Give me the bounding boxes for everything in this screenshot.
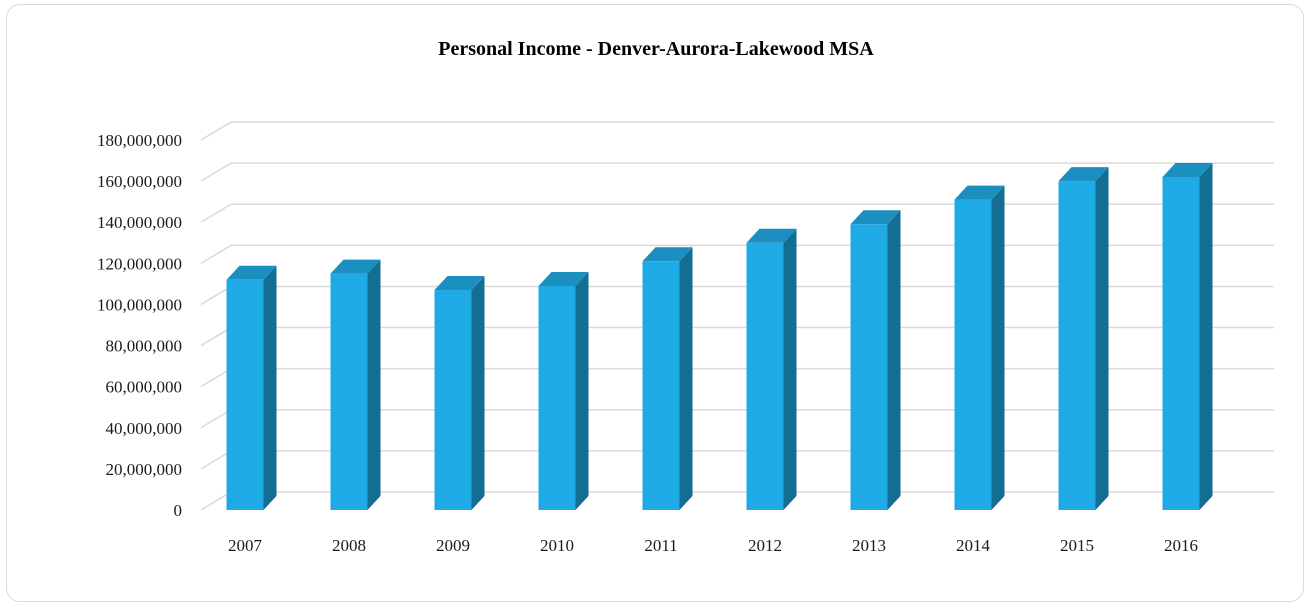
bar-top [226, 265, 277, 280]
bar-front [330, 273, 368, 510]
bar [434, 276, 485, 510]
chart-title: Personal Income - Denver-Aurora-Lakewood… [438, 38, 874, 60]
bar [850, 210, 901, 510]
bar-side [1095, 167, 1109, 510]
bar-top [538, 271, 589, 286]
gridline [200, 162, 1274, 182]
bar-front [434, 290, 472, 510]
y-tick-label: 120,000,000 [97, 254, 182, 273]
bar-top [642, 247, 693, 262]
y-tick-label: 100,000,000 [97, 295, 182, 314]
bar [746, 228, 797, 510]
bar-front [538, 285, 576, 510]
y-tick-label: 0 [174, 501, 183, 520]
bar-front [746, 242, 784, 510]
bar-front [1058, 181, 1096, 510]
x-tick-label: 2015 [1060, 536, 1094, 555]
y-tick-label: 80,000,000 [106, 337, 183, 356]
y-tick-label: 140,000,000 [97, 213, 182, 232]
x-tick-label: 2008 [332, 536, 366, 555]
bar-front [1162, 177, 1200, 510]
bar-side [1199, 163, 1213, 510]
x-tick-label: 2012 [748, 536, 782, 555]
bar-front [850, 224, 888, 510]
bar-front [642, 261, 680, 510]
x-tick-label: 2011 [644, 536, 677, 555]
x-tick-label: 2016 [1164, 536, 1198, 555]
bar-side [783, 228, 797, 510]
bar-top [746, 228, 797, 243]
bar-side [263, 265, 277, 510]
bar [538, 271, 589, 510]
bar-top [1058, 167, 1109, 182]
bar [642, 247, 693, 510]
bar-top [434, 276, 485, 291]
gridline [200, 203, 1274, 223]
y-tick-label: 60,000,000 [106, 378, 183, 397]
bar-front [954, 199, 992, 510]
gridline [200, 121, 1274, 141]
x-tick-label: 2014 [956, 536, 991, 555]
bar-top [330, 259, 381, 274]
bar-top [954, 185, 1005, 200]
bar-top [850, 210, 901, 225]
bar-side [575, 271, 589, 510]
bar [226, 265, 277, 510]
gridline [200, 244, 1274, 264]
x-tick-label: 2009 [436, 536, 470, 555]
bar-side [887, 210, 901, 510]
y-tick-label: 180,000,000 [97, 131, 182, 150]
bar-front [226, 279, 264, 510]
bar [1058, 167, 1109, 510]
y-tick-label: 20,000,000 [106, 460, 183, 479]
x-tick-label: 2007 [228, 536, 263, 555]
y-tick-label: 160,000,000 [97, 172, 182, 191]
bar [954, 185, 1005, 510]
bar-top [1162, 163, 1213, 177]
bar [330, 259, 381, 510]
y-tick-label: 40,000,000 [106, 419, 183, 438]
bar-side [991, 185, 1005, 510]
bar [1162, 163, 1213, 510]
bar-side [679, 247, 693, 510]
x-tick-label: 2013 [852, 536, 886, 555]
x-tick-label: 2010 [540, 536, 574, 555]
bar-side [367, 259, 381, 510]
bar-side [471, 276, 485, 510]
